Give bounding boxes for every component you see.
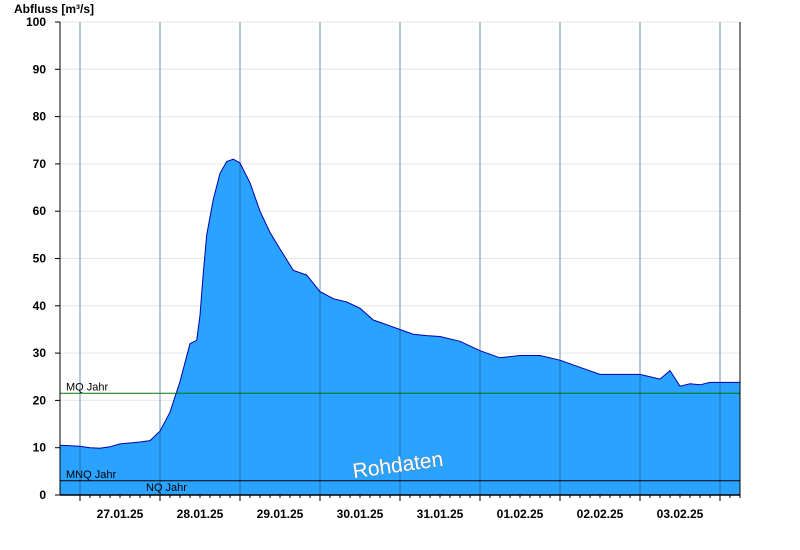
x-tick-labels: 27.01.25 28.01.25 29.01.25 30.01.25 31.01.25… xyxy=(97,507,704,521)
y-tick-label: 70 xyxy=(33,157,47,171)
mq-label: MQ Jahr xyxy=(66,381,109,393)
x-tick-label: 31.01.25 xyxy=(417,507,464,521)
y-tick-label: 0 xyxy=(39,488,46,502)
mnq-label: MNQ Jahr xyxy=(66,469,116,481)
y-tick-label: 80 xyxy=(33,110,47,124)
x-tick-label: 27.01.25 xyxy=(97,507,144,521)
axes xyxy=(55,21,741,501)
y-tick-label: 10 xyxy=(33,441,47,455)
x-tick-label: 30.01.25 xyxy=(337,507,384,521)
y-tick-label: 90 xyxy=(33,62,47,76)
y-tick-label: 40 xyxy=(33,299,47,313)
y-tick-labels: 0 10 20 30 40 50 60 70 80 90 100 xyxy=(26,15,46,502)
x-tick-label: 28.01.25 xyxy=(177,507,224,521)
x-tick-label: 01.02.25 xyxy=(497,507,544,521)
y-axis-title: Abfluss [m³/s] xyxy=(14,2,94,16)
nq-label: NQ Jahr xyxy=(146,482,187,494)
x-tick-label: 03.02.25 xyxy=(657,507,704,521)
y-tick-label: 20 xyxy=(33,393,47,407)
day-separators xyxy=(79,22,721,495)
y-tick-label: 100 xyxy=(26,15,46,29)
x-tick-label: 29.01.25 xyxy=(257,507,304,521)
x-tick-label: 02.02.25 xyxy=(577,507,624,521)
discharge-line xyxy=(59,158,740,449)
y-tick-label: 60 xyxy=(33,204,47,218)
y-tick-label: 50 xyxy=(33,252,47,266)
y-tick-label: 30 xyxy=(33,346,47,360)
discharge-area xyxy=(60,159,740,495)
reference-lines: MQ Jahr MNQ Jahr NQ Jahr xyxy=(60,381,740,494)
